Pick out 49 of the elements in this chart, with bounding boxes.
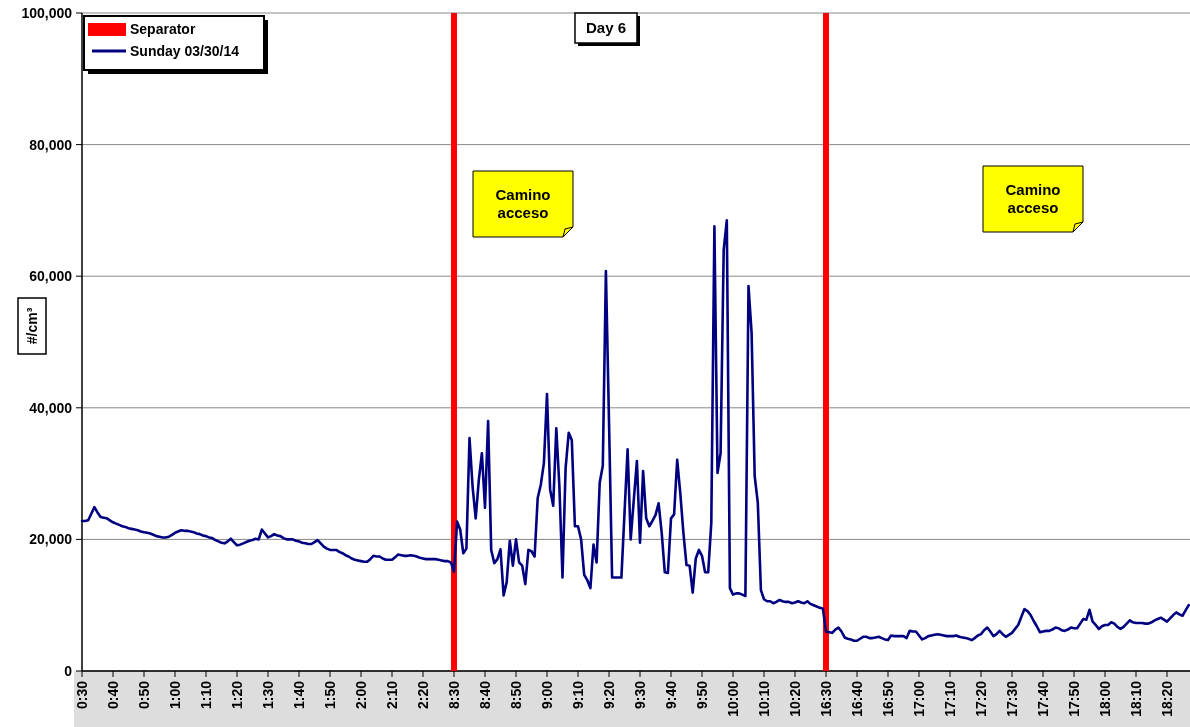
x-tick-label: 2:10 xyxy=(383,680,400,710)
x-tick-label: 8:30 xyxy=(445,680,462,710)
line-series xyxy=(80,218,1190,643)
x-tick-label: 18:10 xyxy=(1127,680,1144,717)
x-tick-label: 17:30 xyxy=(1003,680,1020,717)
legend-label: Separator xyxy=(130,20,196,37)
y-tick-label: 60,000 xyxy=(29,268,73,285)
x-tick-label: 2:00 xyxy=(352,680,369,710)
x-tick-label: 9:20 xyxy=(600,680,617,710)
x-tick-label: 2:20 xyxy=(414,680,431,710)
y-tick-label: 100,000 xyxy=(21,4,73,21)
annotation: Camino acceso xyxy=(1005,181,1061,217)
x-tick-label: 1:30 xyxy=(259,680,276,710)
x-tick-label: 18:00 xyxy=(1096,680,1113,717)
x-tick-label: 17:50 xyxy=(1065,680,1082,717)
x-tick-label: 0:50 xyxy=(135,680,152,710)
x-tick-label: 10:00 xyxy=(724,680,741,717)
x-tick-label: 1:20 xyxy=(228,680,245,710)
x-tick-label: 1:40 xyxy=(290,680,307,710)
x-tick-label: 17:10 xyxy=(941,680,958,717)
x-tick-label: 1:00 xyxy=(166,680,183,710)
x-tick-label: 10:20 xyxy=(786,680,803,717)
x-tick-label: 17:40 xyxy=(1034,680,1051,717)
x-tick-label: 9:40 xyxy=(662,680,679,710)
x-tick-label: 10:10 xyxy=(755,680,772,717)
y-tick-label: 80,000 xyxy=(29,136,73,153)
x-tick-label: 16:50 xyxy=(879,680,896,717)
legend-label: Sunday 03/30/14 xyxy=(130,42,240,59)
x-tick-label: 18:20 xyxy=(1158,680,1175,717)
x-tick-label: 0:30 xyxy=(73,680,90,710)
annotation: Day 6 xyxy=(585,19,627,37)
y-axis-title: #/cm³ xyxy=(23,307,40,345)
x-tick-label: 16:40 xyxy=(848,680,865,717)
x-tick-label: 9:50 xyxy=(693,680,710,710)
x-tick-label: 17:00 xyxy=(910,680,927,717)
x-tick-label: 8:50 xyxy=(507,680,524,710)
x-tick-label: 1:10 xyxy=(197,680,214,710)
x-tick-label: 1:50 xyxy=(321,680,338,710)
x-tick-label: 8:40 xyxy=(476,680,493,710)
y-tick-label: 40,000 xyxy=(29,399,73,416)
x-tick-label: 16:30 xyxy=(817,680,834,717)
x-tick-label: 17:20 xyxy=(972,680,989,717)
x-tick-label: 9:00 xyxy=(538,680,555,710)
x-tick-label: 9:10 xyxy=(569,680,586,710)
x-tick-label: 9:30 xyxy=(631,680,648,710)
x-tick-label: 0:40 xyxy=(104,680,121,710)
y-tick-label: 20,000 xyxy=(29,531,73,548)
annotation: Camino acceso xyxy=(495,186,551,222)
y-tick-label: 0 xyxy=(64,662,73,679)
